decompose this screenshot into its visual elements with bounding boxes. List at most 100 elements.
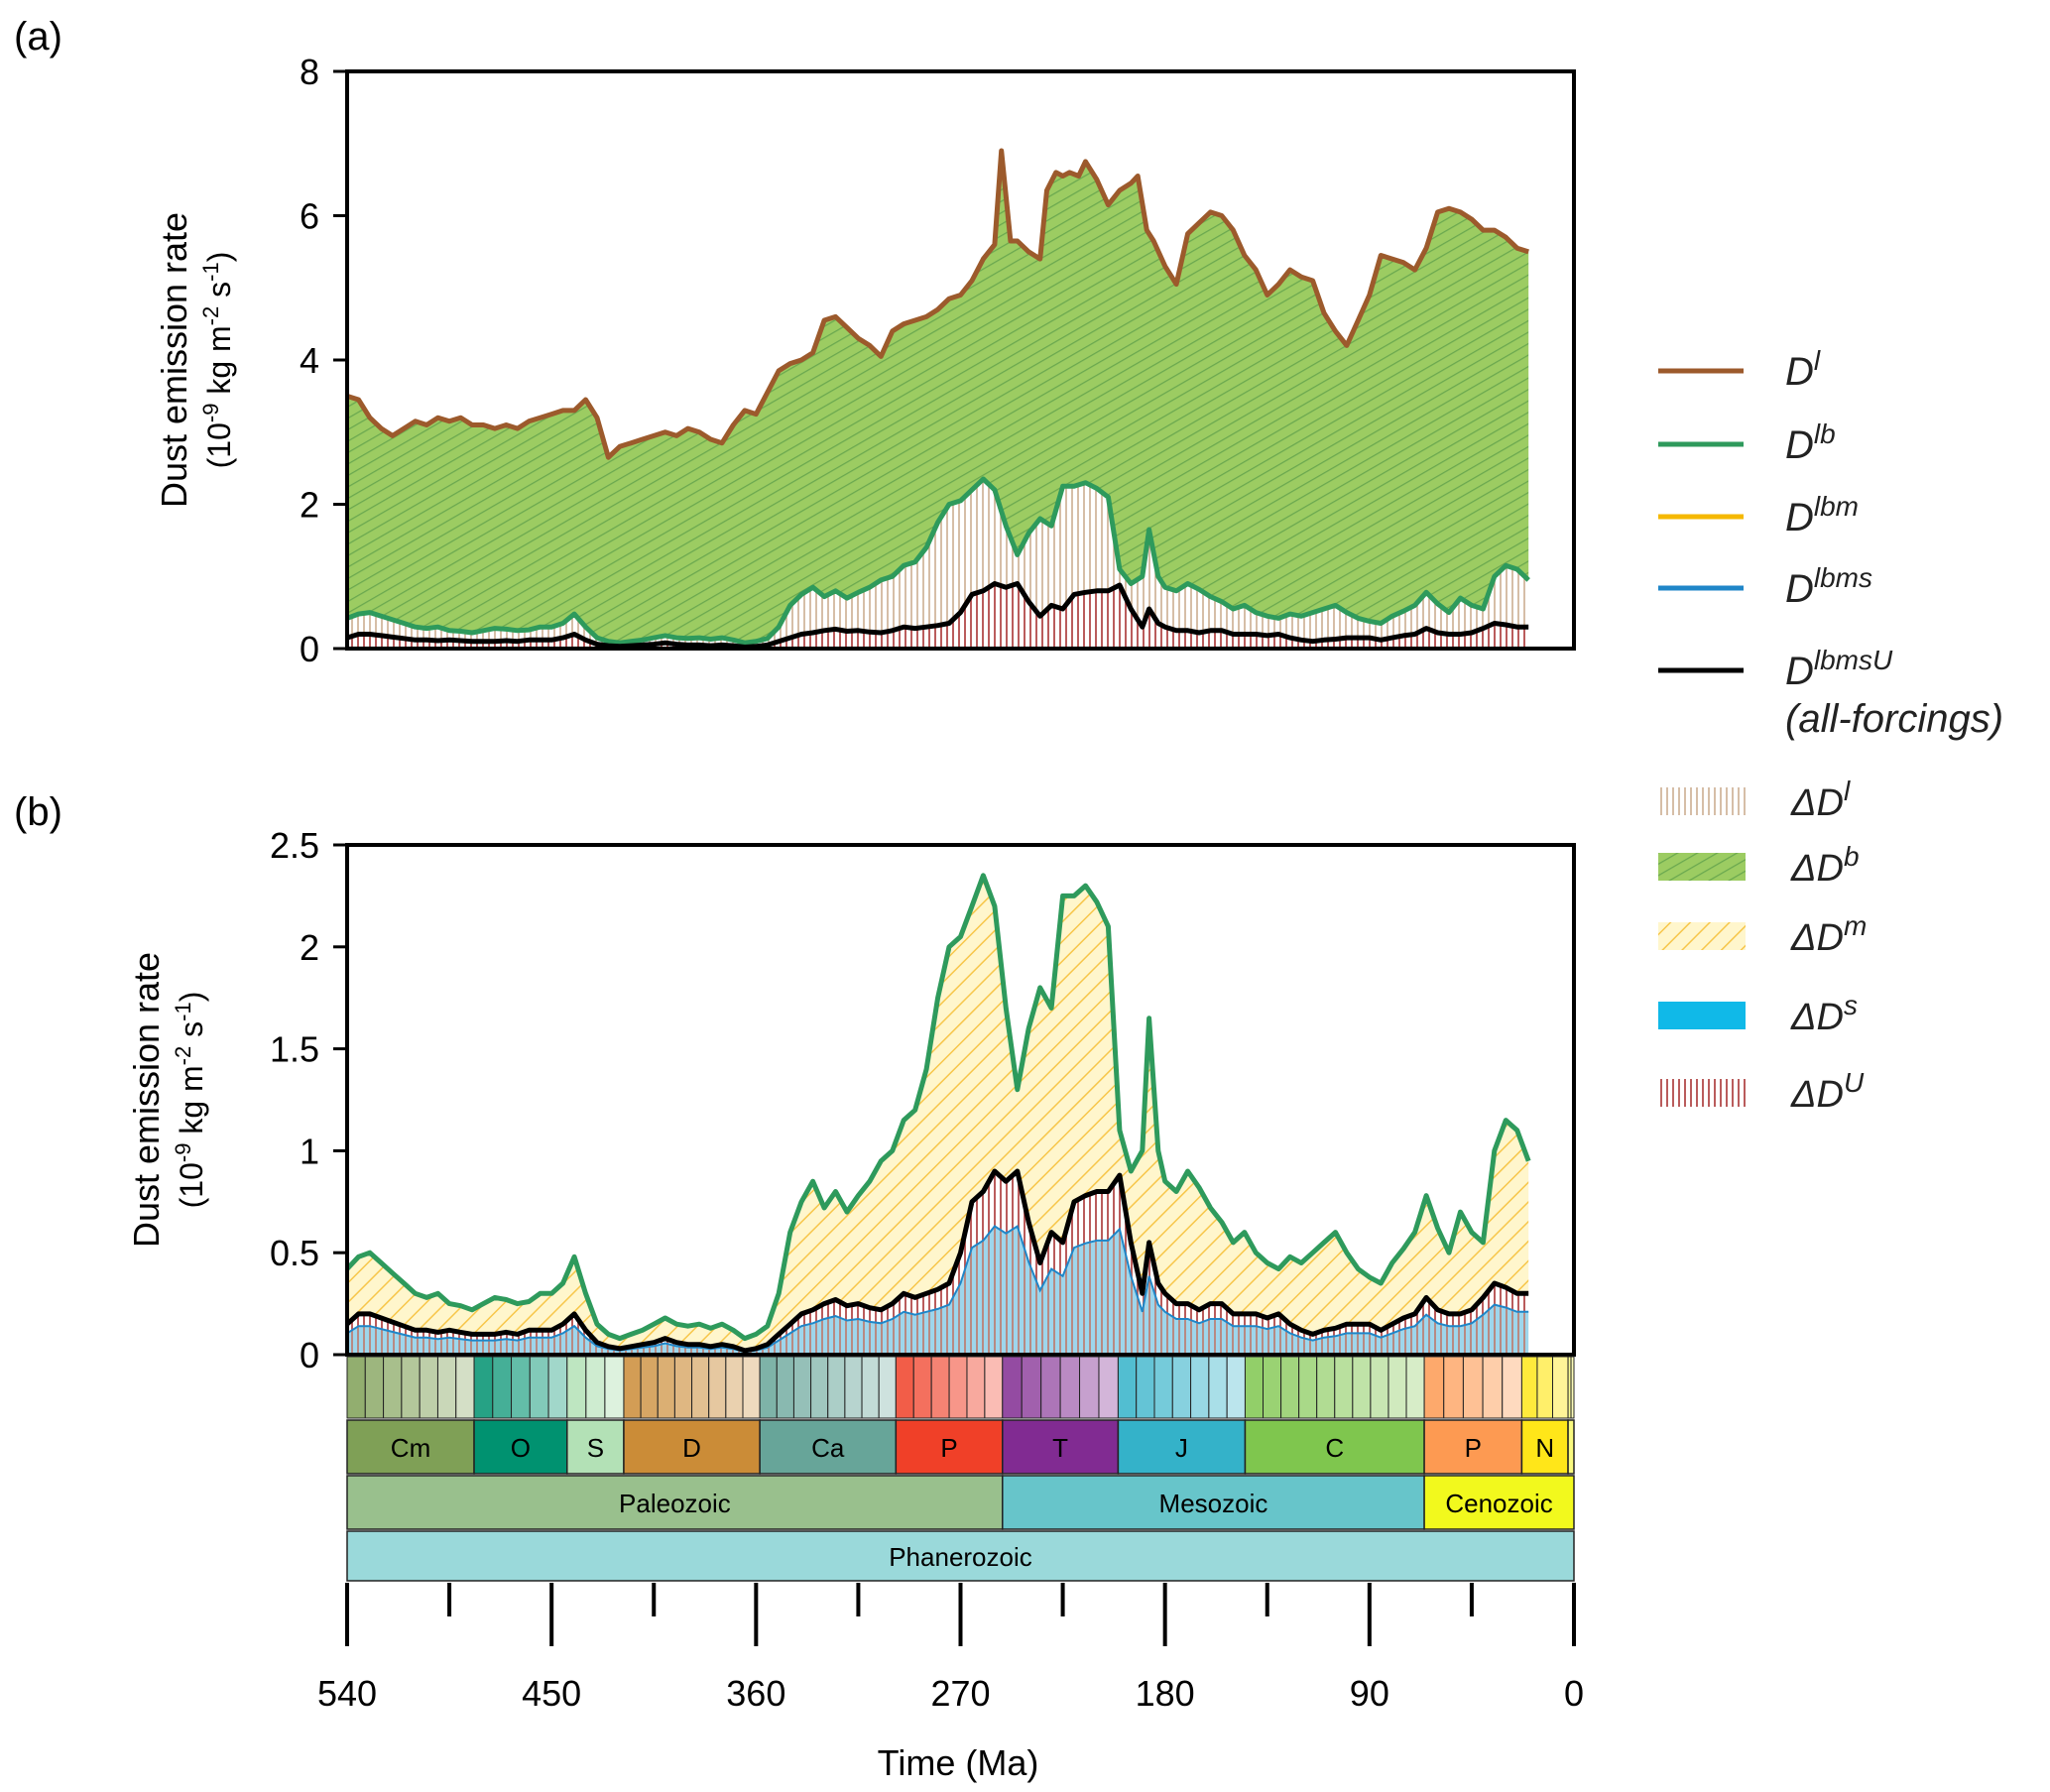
d-lbmsu-line [347,1168,1529,1354]
stage-box [364,1356,385,1419]
panel-b-frame [345,843,1576,1357]
stage-box [1536,1356,1554,1419]
y-tick-label: 1 [300,1131,319,1171]
x-tick-label: 540 [317,1673,377,1714]
stage-box [473,1356,494,1419]
stage-box [1352,1356,1372,1419]
x-axis: 540 450 360 270 180 90 0 [317,1583,1584,1714]
period-label: Ca [811,1433,845,1463]
stage-box [1570,1356,1575,1419]
period-box [566,1419,625,1475]
stage-box [861,1356,880,1419]
stage-box [1316,1356,1336,1419]
stage-box [1482,1356,1504,1419]
period-box [1520,1419,1569,1475]
panel-b-ylabel-line2: (10-9 kg m-2 s-1) [171,992,210,1209]
stage-box [585,1356,606,1419]
stage-box [742,1356,761,1419]
stage-box [1502,1356,1522,1419]
period-label: P [1465,1433,1482,1463]
stage-box [1244,1356,1265,1419]
period-label: N [1535,1433,1554,1463]
stage-box [1405,1356,1425,1419]
y-tick-label: 0 [300,1335,319,1375]
stage-box [948,1356,968,1419]
period-box [473,1419,568,1475]
stage-box [708,1356,727,1419]
panel-a-chart: 0 2 4 6 8 Dust emission rate (10-9 kg m-2 s-… [154,52,1576,669]
period-label: O [511,1433,531,1463]
stage-box [623,1356,642,1419]
delta-d-l-area [347,479,1529,648]
stage-box [1208,1356,1228,1419]
x-tick-label: 90 [1350,1673,1389,1714]
period-label: P [940,1433,957,1463]
y-tick-label: 6 [300,196,319,237]
y-tick-label: 2.5 [270,825,319,866]
panel-a-label: (a) [14,15,62,59]
legend-fill-label: ΔDb [1790,841,1860,891]
stage-box [776,1356,794,1419]
stage-box [912,1356,932,1419]
stage-box [1153,1356,1173,1419]
stage-box [725,1356,744,1419]
period-box [1117,1419,1247,1475]
stage-box [640,1356,659,1419]
panel-b-chart: 0 0.5 1 1.5 2 2.5 Dust emission rate (10-9 kg… [126,825,1576,1375]
y-tick-label: 0 [300,629,319,669]
stage-box [492,1356,513,1419]
stage-box [383,1356,403,1419]
stage-box [547,1356,568,1419]
stage-box [1098,1356,1119,1419]
stage-box [346,1356,366,1419]
period-box [1423,1419,1523,1475]
period-box [1002,1419,1120,1475]
eon-box [346,1530,1575,1582]
x-tick-label: 0 [1564,1673,1584,1714]
stage-box [419,1356,438,1419]
legend-fill-label: ΔDl [1790,776,1851,825]
period-box [1244,1419,1425,1475]
stage-box [604,1356,625,1419]
stage-box [759,1356,778,1419]
legend-line-label: Dlbms [1785,562,1872,612]
stage-box [436,1356,457,1419]
stage-box [401,1356,421,1419]
legend-line-label: DlbmsU [1785,645,1893,694]
panel-a-ylabel-line1: Dust emission rate [154,212,194,508]
period-label: C [1325,1433,1344,1463]
period-label: S [587,1433,604,1463]
x-tick-label: 180 [1136,1673,1195,1714]
eon-label: Phanerozoic [889,1542,1032,1572]
stage-box [1190,1356,1210,1419]
stage-box [810,1356,829,1419]
stage-box [1136,1356,1155,1419]
legend-fill-label: ΔDs [1790,990,1858,1039]
delta-d-b-area [347,151,1529,644]
period-label: J [1175,1433,1188,1463]
stage-box [827,1356,846,1419]
stage-box [1263,1356,1282,1419]
legend-fill-swatch [1658,853,1746,881]
d-l-line [347,148,1529,460]
x-tick-label: 270 [930,1673,990,1714]
legend-fill-label: ΔDU [1790,1067,1865,1117]
legend-line-label: Dlb [1785,418,1836,468]
stage-box [455,1356,475,1419]
stage-box [1423,1356,1445,1419]
stage-box [691,1356,710,1419]
stage-box [792,1356,812,1419]
stage-box [511,1356,531,1419]
y-tick-label: 4 [300,340,319,381]
d-lbms-line [347,1224,1529,1354]
stage-box [1002,1356,1023,1419]
delta-d-m-area [347,875,1529,1351]
y-tick-label: 2 [300,927,319,968]
era-box [1002,1475,1425,1530]
stage-box [1079,1356,1100,1419]
stage-box [1298,1356,1318,1419]
stage-box [1334,1356,1354,1419]
legend-fill-label: ΔDm [1790,910,1867,960]
stage-box [1520,1356,1538,1419]
